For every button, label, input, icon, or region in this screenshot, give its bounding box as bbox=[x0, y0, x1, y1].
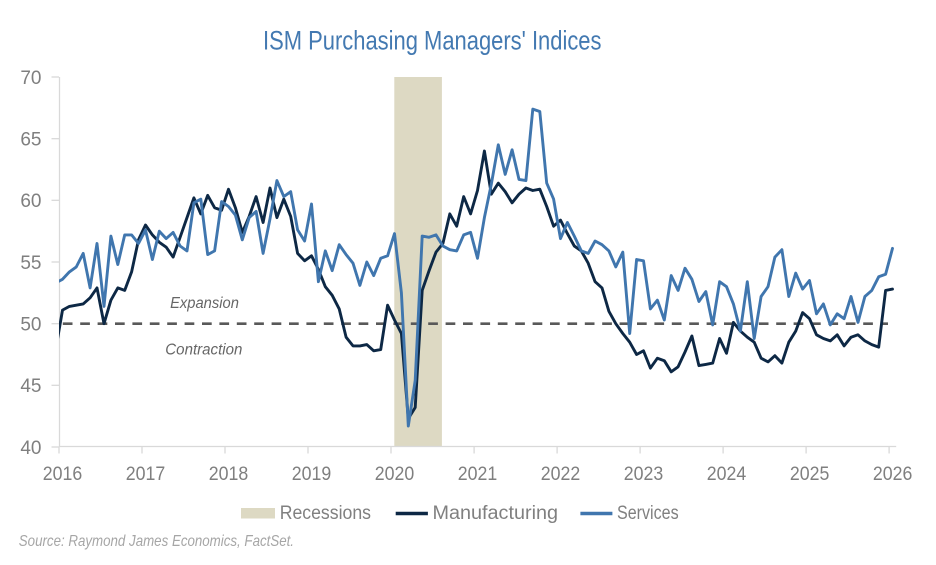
svg-text:2023: 2023 bbox=[624, 464, 664, 485]
svg-text:Source: Raymond James Economic: Source: Raymond James Economics, FactSet… bbox=[19, 533, 294, 550]
svg-text:Services: Services bbox=[617, 503, 679, 524]
svg-text:50: 50 bbox=[20, 315, 41, 336]
svg-text:2026: 2026 bbox=[873, 464, 913, 485]
svg-text:2020: 2020 bbox=[375, 464, 415, 485]
svg-text:Manufacturing: Manufacturing bbox=[433, 503, 559, 524]
svg-text:Contraction: Contraction bbox=[165, 341, 242, 358]
svg-text:Expansion: Expansion bbox=[170, 295, 239, 312]
svg-text:2025: 2025 bbox=[790, 464, 830, 485]
svg-text:55: 55 bbox=[20, 253, 41, 274]
svg-text:45: 45 bbox=[20, 376, 41, 397]
svg-text:2019: 2019 bbox=[292, 464, 332, 485]
svg-text:65: 65 bbox=[20, 130, 41, 151]
svg-text:2024: 2024 bbox=[707, 464, 747, 485]
svg-text:70: 70 bbox=[20, 68, 41, 89]
svg-text:40: 40 bbox=[20, 438, 41, 459]
svg-text:Recessions: Recessions bbox=[280, 503, 371, 524]
svg-text:2022: 2022 bbox=[541, 464, 581, 485]
svg-text:2021: 2021 bbox=[458, 464, 498, 485]
svg-text:2016: 2016 bbox=[43, 464, 83, 485]
svg-text:60: 60 bbox=[20, 191, 41, 212]
svg-text:2018: 2018 bbox=[209, 464, 249, 485]
svg-text:2017: 2017 bbox=[126, 464, 166, 485]
svg-text:ISM Purchasing Managers' Indic: ISM Purchasing Managers' Indices bbox=[263, 26, 602, 56]
